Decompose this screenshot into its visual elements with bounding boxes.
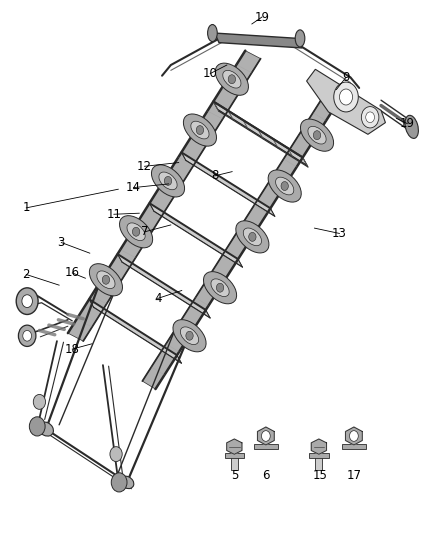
Circle shape: [313, 131, 321, 140]
Ellipse shape: [405, 115, 418, 139]
Bar: [309, 453, 328, 458]
Polygon shape: [117, 254, 210, 318]
Ellipse shape: [308, 126, 326, 144]
Text: 13: 13: [332, 227, 347, 240]
Polygon shape: [142, 99, 335, 389]
Circle shape: [132, 227, 140, 236]
Text: 14: 14: [126, 181, 141, 194]
Ellipse shape: [191, 121, 209, 139]
Text: 9: 9: [342, 71, 350, 84]
Circle shape: [196, 126, 204, 134]
Text: 6: 6: [262, 469, 270, 482]
Circle shape: [281, 182, 288, 190]
Text: 19: 19: [400, 117, 415, 130]
Polygon shape: [346, 427, 362, 445]
Polygon shape: [227, 439, 242, 454]
Ellipse shape: [159, 172, 177, 190]
Ellipse shape: [295, 30, 305, 47]
Text: 10: 10: [203, 67, 218, 80]
Polygon shape: [311, 439, 326, 454]
Circle shape: [216, 283, 224, 292]
Ellipse shape: [236, 221, 269, 253]
Circle shape: [22, 295, 32, 308]
Circle shape: [111, 473, 127, 492]
Text: 18: 18: [65, 343, 80, 356]
Ellipse shape: [300, 119, 334, 151]
Bar: [342, 444, 366, 449]
Text: 5: 5: [231, 469, 238, 482]
Ellipse shape: [120, 476, 134, 489]
Text: 15: 15: [312, 469, 327, 482]
Text: 11: 11: [106, 208, 121, 221]
Text: 16: 16: [65, 266, 80, 279]
Ellipse shape: [204, 272, 237, 304]
Text: 12: 12: [137, 160, 152, 173]
Polygon shape: [149, 203, 243, 267]
Text: 2: 2: [22, 268, 30, 281]
Circle shape: [16, 288, 38, 314]
Text: 4: 4: [154, 292, 162, 305]
Ellipse shape: [180, 327, 199, 344]
Circle shape: [29, 417, 45, 436]
Ellipse shape: [208, 25, 217, 42]
Ellipse shape: [268, 170, 301, 202]
Ellipse shape: [211, 279, 229, 296]
Ellipse shape: [89, 264, 123, 296]
Circle shape: [23, 330, 32, 341]
Polygon shape: [181, 152, 275, 216]
Circle shape: [339, 89, 353, 105]
Ellipse shape: [152, 165, 184, 197]
Circle shape: [361, 107, 379, 128]
Text: 17: 17: [346, 469, 361, 482]
Ellipse shape: [184, 114, 216, 146]
Text: 19: 19: [254, 11, 269, 23]
Polygon shape: [307, 69, 385, 134]
Polygon shape: [68, 51, 261, 341]
Ellipse shape: [39, 422, 53, 436]
Polygon shape: [89, 299, 181, 363]
Circle shape: [102, 275, 110, 284]
Circle shape: [261, 431, 270, 441]
Circle shape: [33, 394, 46, 409]
Circle shape: [186, 331, 193, 340]
Circle shape: [366, 112, 374, 123]
Ellipse shape: [276, 177, 294, 195]
Circle shape: [18, 325, 36, 346]
Ellipse shape: [173, 320, 206, 352]
Text: 1: 1: [22, 201, 30, 214]
Text: 3: 3: [58, 236, 65, 249]
Ellipse shape: [127, 223, 145, 240]
Polygon shape: [213, 101, 307, 165]
Circle shape: [350, 431, 358, 441]
Bar: [315, 454, 322, 470]
Polygon shape: [258, 427, 274, 445]
Bar: [254, 444, 278, 449]
Circle shape: [249, 232, 256, 241]
Bar: [225, 453, 244, 458]
Circle shape: [334, 82, 358, 112]
Ellipse shape: [97, 271, 115, 288]
Text: 8: 8: [211, 169, 218, 182]
Polygon shape: [215, 33, 302, 48]
Text: 7: 7: [141, 225, 148, 238]
Ellipse shape: [120, 216, 153, 248]
Circle shape: [228, 75, 236, 84]
Ellipse shape: [243, 228, 261, 246]
Ellipse shape: [223, 70, 241, 88]
Circle shape: [164, 176, 172, 185]
Circle shape: [110, 447, 122, 462]
Ellipse shape: [215, 63, 248, 95]
Bar: [231, 454, 238, 470]
